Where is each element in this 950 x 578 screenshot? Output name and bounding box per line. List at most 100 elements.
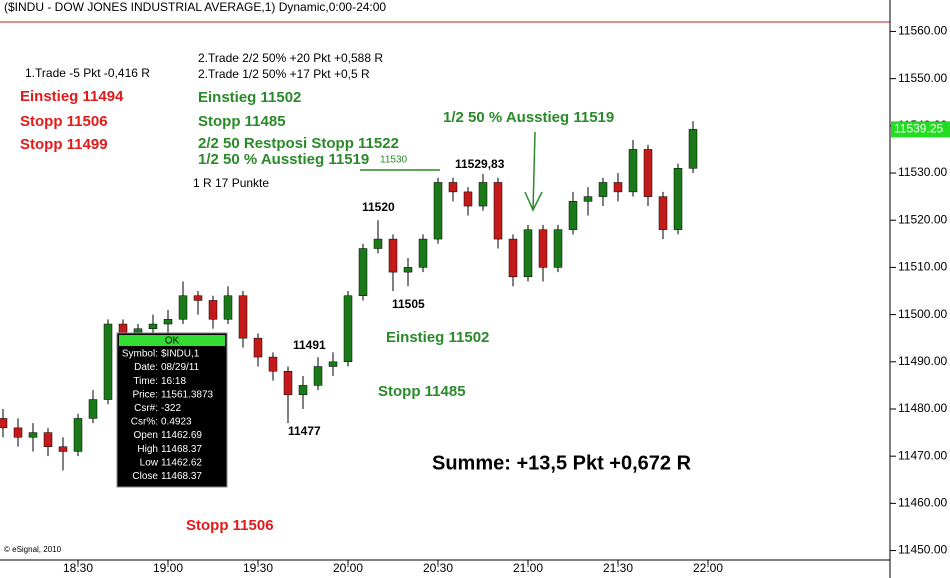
annotation: Stopp 11485: [198, 113, 286, 130]
info-label: Symbol:: [122, 349, 158, 360]
candle-body: [268, 356, 278, 372]
candle-body: [193, 295, 203, 301]
annotation: Stopp 11499: [20, 136, 108, 153]
annotation: 2/2 50 Restposi Stopp 11522: [198, 135, 399, 152]
annotation: 11477: [288, 424, 321, 438]
y-tick-label: 11520.00: [898, 212, 947, 226]
info-value: 16:18: [161, 376, 186, 387]
candle-body: [343, 295, 353, 363]
info-header: OK: [165, 336, 180, 347]
info-label: High: [137, 444, 158, 455]
info-value: 11561.3873: [161, 389, 214, 400]
info-value: -322: [161, 403, 181, 414]
candle-body: [598, 182, 608, 197]
info-label: Date:: [134, 362, 158, 373]
candle-body: [13, 427, 23, 438]
candle-body: [208, 300, 218, 320]
info-label: Csr%:: [131, 417, 158, 428]
info-header-bg: [119, 335, 225, 346]
info-label: Open: [134, 430, 158, 441]
credit: © eSignal, 2010: [4, 545, 62, 554]
candle-body: [643, 149, 653, 197]
annotation: Einstieg 11502: [386, 329, 489, 346]
info-value: 0.4923: [161, 417, 192, 428]
candle-body: [43, 432, 53, 447]
annotation: Stopp 11506: [186, 517, 274, 534]
x-tick-label: 20:30: [423, 561, 453, 575]
candle-body: [418, 238, 428, 268]
candle-body: [103, 323, 113, 400]
candle-body: [433, 182, 443, 240]
candle-body: [73, 418, 83, 452]
candle-body: [613, 182, 623, 193]
annotation: 11491: [293, 338, 326, 352]
candle-body: [0, 418, 8, 429]
candle-body: [298, 385, 308, 396]
x-tick-label: 19:30: [243, 561, 273, 575]
info-label: Low: [140, 457, 159, 468]
info-value: 11462.69: [161, 430, 202, 441]
x-tick-label: 20:00: [333, 561, 363, 575]
y-tick-label: 11450.00: [898, 543, 947, 557]
y-tick-label: 11560.00: [898, 24, 947, 38]
candle-body: [658, 196, 668, 230]
candle-body: [328, 361, 338, 367]
arrow-head: [524, 191, 543, 212]
y-tick-label: 11530.00: [898, 165, 947, 179]
candle-body: [223, 295, 233, 320]
candle-body: [463, 191, 473, 207]
x-tick-label: 19:00: [153, 561, 183, 575]
annotation: 11529,83: [455, 157, 505, 171]
y-tick-label: 11550.00: [898, 71, 947, 85]
info-box: [116, 332, 228, 488]
annotation: 11530: [380, 155, 408, 166]
info-label: Price:: [132, 389, 158, 400]
last-price-label: 11539.25: [894, 122, 943, 136]
candle-body: [673, 168, 683, 230]
annotation: Einstieg 11502: [198, 89, 301, 106]
annotation: Stopp 11485: [378, 383, 466, 400]
candle-body: [538, 229, 548, 268]
last-price-box: [891, 121, 950, 138]
annotation: 1.Trade -5 Pkt -0,416 R: [25, 66, 150, 80]
candle-body: [448, 182, 458, 193]
annotation: 2.Trade 2/2 50% +20 Pkt +0,588 R: [198, 51, 383, 65]
candle-body: [628, 149, 638, 193]
info-value: 11462.62: [161, 457, 202, 468]
annotation: Einstieg 11494: [20, 88, 124, 105]
info-label: Close: [132, 471, 158, 482]
info-label: Time:: [133, 376, 158, 387]
candle-body: [28, 432, 38, 438]
annotation: 2.Trade 1/2 50% +17 Pkt +0,5 R: [198, 67, 370, 81]
info-value: 11468.37: [161, 471, 202, 482]
candle-body: [283, 370, 293, 396]
candle-body: [358, 248, 368, 296]
annotation: 1/2 50 % Ausstieg 11519: [198, 151, 369, 168]
candle-body: [553, 229, 563, 268]
candle-body: [508, 238, 518, 278]
candle-body: [88, 399, 98, 419]
candle-body: [58, 446, 68, 452]
annotation: 1 R 17 Punkte: [193, 176, 269, 190]
candle-body: [253, 337, 263, 358]
annotation: 1/2 50 % Ausstieg 11519: [443, 109, 614, 126]
annotation: 11505: [392, 297, 425, 311]
chart-title: ($INDU - DOW JONES INDUSTRIAL AVERAGE,1)…: [4, 0, 386, 14]
info-value: 08/29/11: [161, 362, 200, 373]
y-tick-label: 11510.00: [898, 260, 947, 274]
candle-body: [148, 323, 158, 330]
candle-body: [688, 129, 698, 169]
y-tick-label: 11500.00: [898, 307, 947, 321]
x-tick-label: 18:30: [63, 561, 93, 575]
y-tick-label: 11460.00: [898, 496, 947, 510]
candle-body: [238, 295, 248, 339]
annotation: Stopp 11506: [20, 113, 108, 130]
y-tick-label: 11490.00: [898, 354, 947, 368]
candle-body: [493, 182, 503, 240]
candle-body: [523, 229, 533, 278]
y-tick-label: 11470.00: [898, 448, 947, 462]
candle-body: [373, 238, 383, 249]
info-value: 11468.37: [161, 444, 202, 455]
